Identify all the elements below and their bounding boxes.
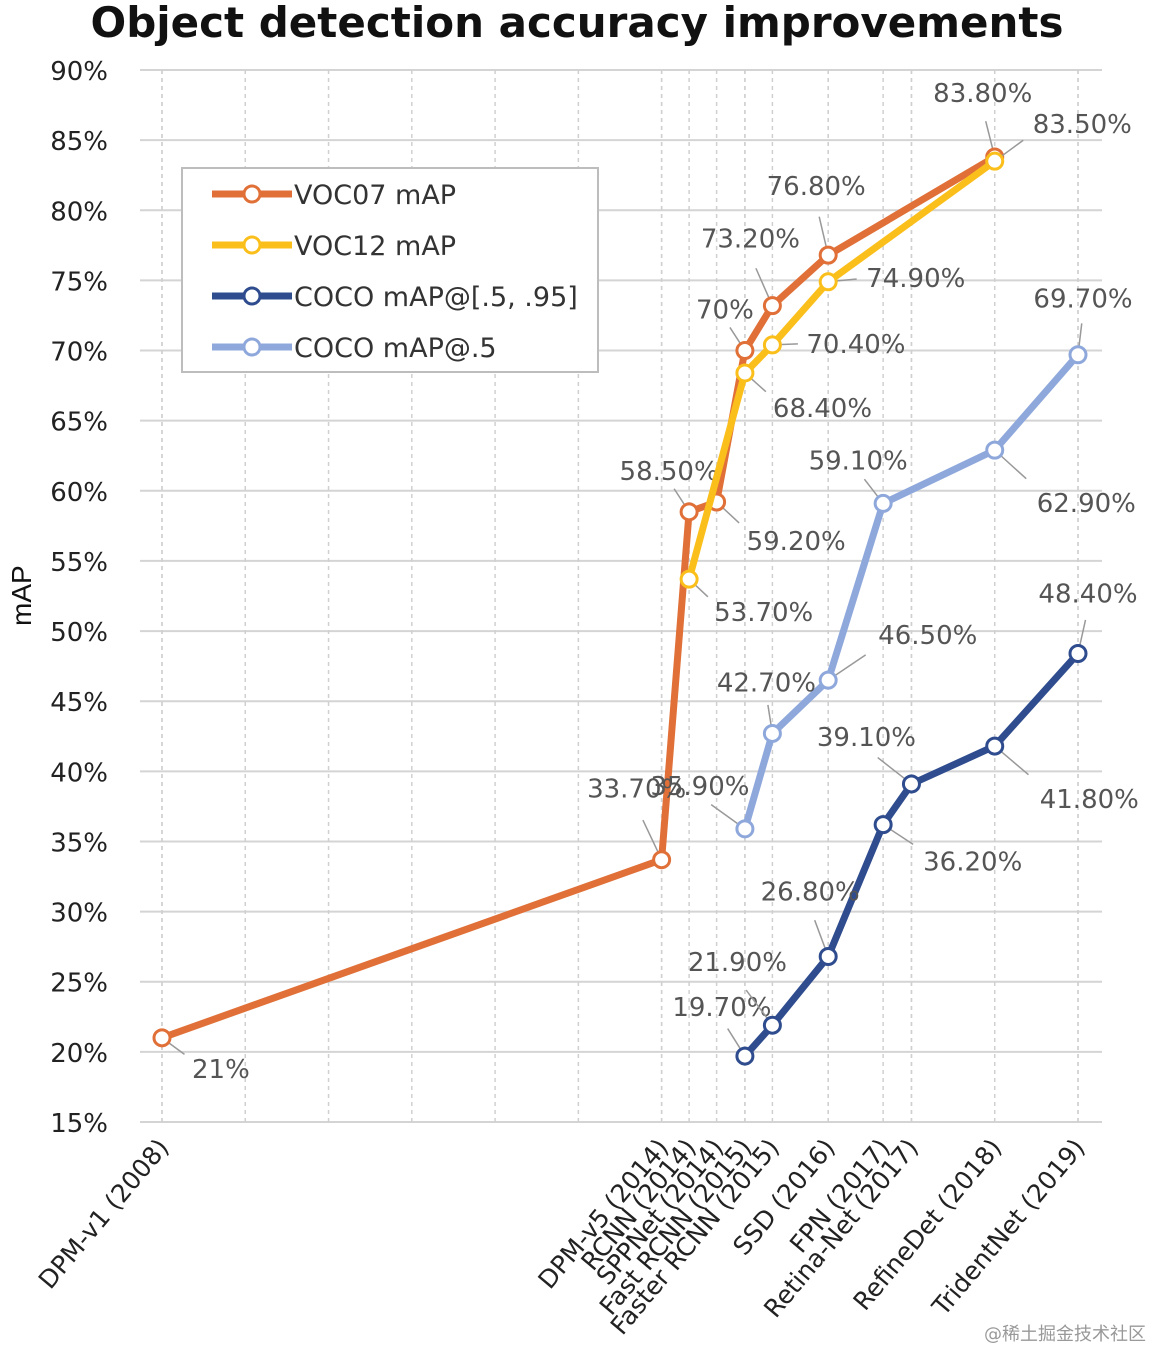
data-label: 76.80%	[767, 172, 866, 202]
legend-label: COCO mAP@[.5, .95]	[294, 282, 578, 313]
y-tick-label: 60%	[50, 478, 108, 508]
data-point	[679, 569, 699, 589]
y-tick-label: 45%	[50, 688, 108, 718]
data-label: 26.80%	[761, 877, 860, 907]
y-tick-label: 30%	[50, 899, 108, 929]
data-point	[985, 440, 1005, 460]
data-point	[735, 1046, 755, 1066]
data-label: 58.50%	[620, 457, 719, 487]
data-point	[818, 946, 838, 966]
y-tick-label: 25%	[50, 969, 108, 999]
data-point	[985, 151, 1005, 171]
data-point	[679, 502, 699, 522]
data-point	[873, 493, 893, 513]
y-tick-label: 35%	[50, 828, 108, 858]
data-point	[901, 774, 921, 794]
data-label: 19.70%	[672, 993, 771, 1023]
data-label: 36.20%	[923, 848, 1022, 878]
data-label: 21.90%	[688, 948, 787, 978]
data-label: 74.90%	[866, 264, 965, 294]
data-point	[873, 815, 893, 835]
data-label: 69.70%	[1033, 285, 1132, 315]
data-point	[985, 736, 1005, 756]
x-tick-label: Retina-Net (2017)	[758, 1133, 924, 1323]
x-tick-label: TridentNet (2019)	[926, 1133, 1091, 1321]
data-point	[762, 1015, 782, 1035]
data-label: 33.70%	[587, 775, 686, 805]
data-point	[735, 341, 755, 361]
y-tick-label: 50%	[50, 618, 108, 648]
x-tick-label: DPM-v1 (2008)	[33, 1133, 175, 1294]
data-point	[652, 850, 672, 870]
data-label: 62.90%	[1037, 489, 1136, 519]
data-point	[762, 335, 782, 355]
data-label: 70%	[696, 296, 754, 326]
legend-label: VOC12 mAP	[294, 231, 456, 262]
data-label: 21%	[192, 1055, 250, 1085]
data-label: 83.80%	[933, 79, 1032, 109]
y-tick-label: 55%	[50, 548, 108, 578]
y-tick-label: 85%	[50, 127, 108, 157]
y-tick-label: 65%	[50, 408, 108, 438]
data-point	[818, 670, 838, 690]
data-label: 59.20%	[747, 527, 846, 557]
data-point	[762, 723, 782, 743]
watermark: @稀土掘金技术社区	[984, 1324, 1146, 1345]
data-label: 53.70%	[714, 598, 813, 628]
data-label: 48.40%	[1038, 580, 1137, 610]
data-point	[818, 245, 838, 265]
data-label: 41.80%	[1040, 785, 1139, 815]
y-tick-label: 90%	[50, 57, 108, 87]
legend-swatch-marker	[242, 286, 262, 306]
y-tick-label: 20%	[50, 1039, 108, 1069]
legend-swatch-marker	[242, 235, 262, 255]
y-tick-label: 80%	[50, 197, 108, 227]
data-label: 83.50%	[1033, 110, 1132, 140]
data-point	[818, 272, 838, 292]
series-line	[741, 352, 1081, 830]
data-label: 35.90%	[650, 772, 749, 802]
data-point	[152, 1028, 172, 1048]
legend-label: VOC07 mAP	[294, 180, 456, 211]
data-label: 70.40%	[806, 330, 905, 360]
data-point	[735, 819, 755, 839]
legend-label: COCO mAP@.5	[294, 333, 497, 364]
data-label: 68.40%	[773, 394, 872, 424]
y-tick-label: 70%	[50, 338, 108, 368]
y-tick-label: 75%	[50, 267, 108, 297]
data-label: 46.50%	[878, 621, 977, 651]
y-tick-label: 40%	[50, 758, 108, 788]
data-point	[1068, 644, 1088, 664]
data-label: 39.10%	[817, 723, 916, 753]
chart-title: Object detection accuracy improvements	[90, 0, 1064, 47]
data-label: 42.70%	[717, 668, 816, 698]
data-point	[735, 363, 755, 383]
data-label: 59.10%	[809, 446, 908, 476]
legend-swatch-marker	[242, 337, 262, 357]
legend-swatch-marker	[242, 184, 262, 204]
data-label: 73.20%	[701, 225, 800, 255]
data-point	[762, 296, 782, 316]
data-point	[1068, 345, 1088, 365]
y-tick-label: 15%	[50, 1109, 108, 1139]
